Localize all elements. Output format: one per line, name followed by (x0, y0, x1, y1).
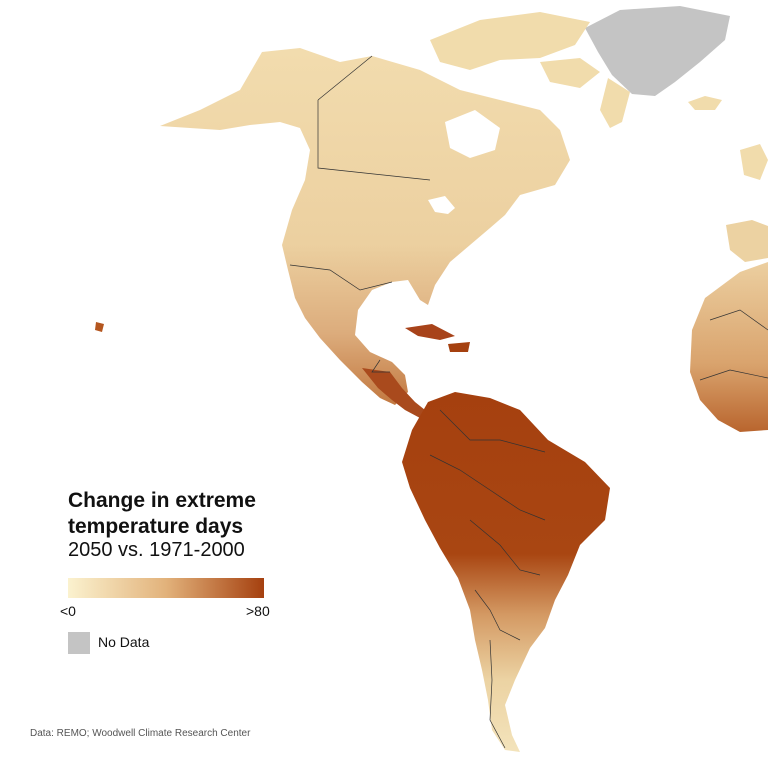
no-data-swatch (68, 632, 90, 654)
great-lakes (428, 196, 455, 214)
legend-title: Change in extreme temperature days (68, 488, 256, 540)
ramp-min-label: <0 (60, 603, 76, 619)
no-data-label: No Data (98, 634, 150, 650)
greenland (585, 6, 730, 96)
color-ramp (68, 578, 264, 598)
cuba (405, 324, 455, 340)
legend-title-line1: Change in extreme (68, 489, 256, 512)
iceland (688, 96, 722, 110)
europe-iberia (726, 220, 768, 262)
source-credit: Data: REMO; Woodwell Climate Research Ce… (30, 728, 251, 739)
greenland-south-tip (600, 78, 630, 128)
hawaii (95, 322, 104, 332)
legend-title-line2: temperature days (68, 515, 244, 538)
hudson-bay (445, 110, 500, 158)
legend-subtitle: 2050 vs. 1971-2000 (68, 539, 245, 561)
british-isles (740, 144, 768, 180)
arctic-island-2 (540, 58, 600, 88)
africa (690, 262, 768, 432)
south-america (402, 392, 610, 752)
north-america (160, 48, 570, 405)
arctic-islands (430, 12, 590, 70)
central-america (362, 368, 430, 420)
ramp-max-label: >80 (246, 603, 270, 619)
hispaniola (448, 342, 470, 352)
borders (289, 55, 768, 749)
